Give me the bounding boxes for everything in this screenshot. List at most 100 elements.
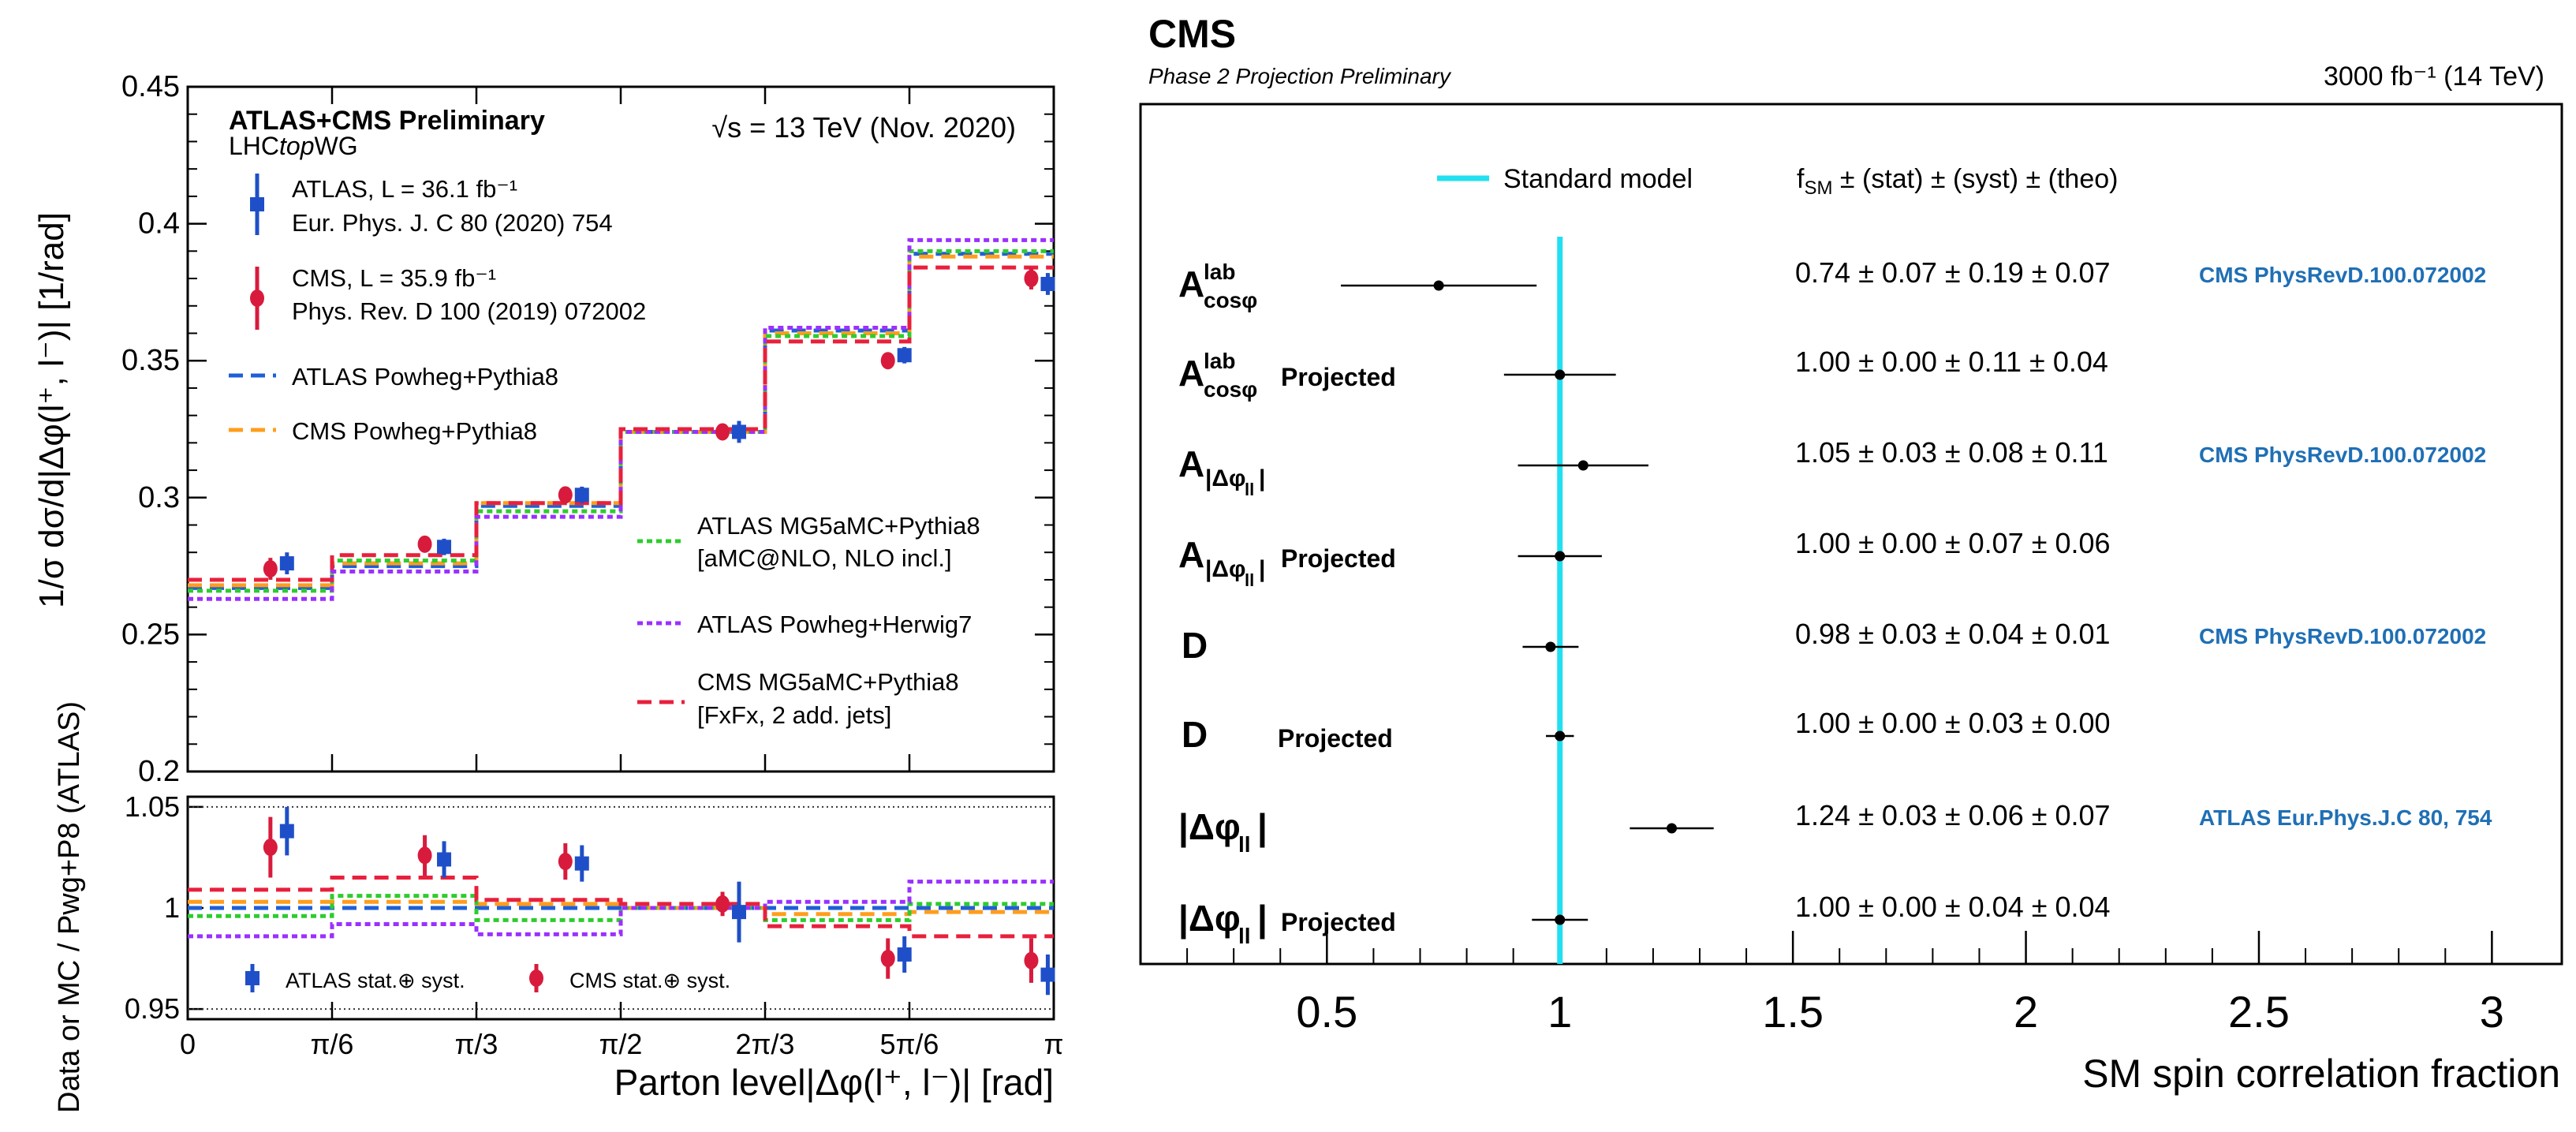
ratio-legend-cms-label: CMS stat.⊕ syst. <box>569 969 730 992</box>
row-projected-tag: Projected <box>1281 544 1396 573</box>
forest-x-tick-label: 2.5 <box>2228 987 2290 1037</box>
forest-x-tick-label: 0.5 <box>1296 987 1357 1037</box>
cms-spin-correlation-chart: CMS Phase 2 Projection Preliminary 3000 fb… <box>1139 12 2563 1096</box>
row-value-text: 1.00 ± 0.00 ± 0.11 ± 0.04 <box>1795 346 2108 378</box>
data-point-marker-circle <box>558 486 573 504</box>
y-tick-label: 0.35 <box>121 344 180 377</box>
row-central-value <box>1555 914 1566 925</box>
obs-main: A <box>1178 443 1204 484</box>
y-tick-label: 0.45 <box>121 70 180 103</box>
ratio-point-marker-circle <box>880 950 895 968</box>
atlas-cms-distribution-chart: 0 π/6 π/3 π/2 2π/3 5π/6 π 0.2 0.25 0.3 0.35 0.4 0.45… <box>32 70 1063 1113</box>
x-tick-label: π/6 <box>311 1028 354 1060</box>
data-point-marker-circle <box>880 352 895 370</box>
row-value-text: 1.00 ± 0.00 ± 0.03 ± 0.00 <box>1795 707 2111 739</box>
y-tick-label: 0.2 <box>138 755 180 788</box>
row-central-value <box>1433 280 1444 291</box>
data-point-marker-square <box>897 348 912 363</box>
lhctopwg-label: LHCtopWG <box>229 132 358 160</box>
y-axis-label: 1/σ dσ/d|Δφ(l⁺, l⁻)| [1/rad] <box>32 212 71 608</box>
ratio-point-marker-square <box>732 905 747 920</box>
data-point-marker-circle <box>263 560 278 578</box>
row-reference: CMS PhysRevD.100.072002 <box>2199 443 2486 467</box>
ratio-step-atlas-powheg-herwig7 <box>188 880 1054 939</box>
x-tick-label: 5π/6 <box>880 1028 939 1060</box>
ratio-point-marker-circle <box>558 853 573 871</box>
ratio-y-tick-label: 1.05 <box>125 790 180 823</box>
row-value-text: 1.00 ± 0.00 ± 0.07 ± 0.06 <box>1795 527 2111 559</box>
legend-cms-mg5-label: CMS MG5aMC+Pythia8 <box>697 668 959 696</box>
row-projected-tag: Projected <box>1281 363 1396 391</box>
ratio-point-marker-square <box>897 947 912 962</box>
obs-main: A <box>1178 263 1204 304</box>
obs-main: D <box>1182 625 1208 666</box>
x-tick-label: 0 <box>180 1028 196 1060</box>
data-point-marker-circle <box>715 423 730 441</box>
ratio-point-marker-square <box>279 824 294 839</box>
row-projected-tag: Projected <box>1278 724 1393 753</box>
legend-standard-model-label: Standard model <box>1503 164 1693 194</box>
legend-atlas-data-label: ATLAS, L = 36.1 fb⁻¹ <box>292 175 517 203</box>
legend-cms-marker <box>250 290 264 307</box>
legend-cms-data-label: CMS, L = 35.9 fb⁻¹ <box>292 264 496 292</box>
obs-close: | <box>1257 898 1267 939</box>
atlas-cms-title: ATLAS+CMS Preliminary <box>229 106 545 136</box>
forest-x-tick-label: 1 <box>1547 987 1572 1037</box>
obs-main: D <box>1182 714 1208 755</box>
row-reference: CMS PhysRevD.100.072002 <box>2199 624 2486 648</box>
y-tick-label: 0.4 <box>138 207 180 241</box>
data-point-marker-circle <box>1024 270 1039 288</box>
row-value-text: 0.98 ± 0.03 ± 0.04 ± 0.01 <box>1795 618 2111 650</box>
ratio-point-marker-circle <box>715 895 730 913</box>
legend-cms-reference: Phys. Rev. D 100 (2019) 072002 <box>292 297 646 325</box>
obs-sub-close: | <box>1259 465 1265 491</box>
row-central-value <box>1545 641 1556 652</box>
obs-sub: |Δφ <box>1205 556 1245 582</box>
obs-sup: lab <box>1204 349 1235 373</box>
ratio-point-marker-circle <box>1024 951 1039 969</box>
ratio-y-tick-label: 0.95 <box>125 992 180 1025</box>
forest-x-axis-label: SM spin correlation fraction <box>2082 1052 2560 1096</box>
data-point-marker-square <box>732 424 747 439</box>
data-point-marker-square <box>279 556 294 571</box>
ratio-legend-atlas-marker <box>245 971 259 985</box>
mc-step-cms-mg5amc-pythia8 <box>188 265 1054 582</box>
legend-atlas-reference: Eur. Phys. J. C 80 (2020) 754 <box>292 209 613 237</box>
obs-subsub: ll <box>1245 480 1254 499</box>
y-tick-label: 0.3 <box>138 481 180 514</box>
obs-close: | <box>1257 806 1267 847</box>
obs-main: A <box>1178 353 1204 394</box>
data-point-marker-square <box>574 488 589 502</box>
row-central-value <box>1555 369 1566 380</box>
row-central-value <box>1667 823 1678 834</box>
column-header: fSM ± (stat) ± (syst) ± (theo) <box>1797 164 2118 199</box>
forest-x-tick-label: 3 <box>2480 987 2504 1037</box>
obs-sub: cosφ <box>1204 377 1257 402</box>
row-reference: CMS PhysRevD.100.072002 <box>2199 263 2486 287</box>
ratio-point-marker-circle <box>263 839 278 857</box>
row-value-text: 0.74 ± 0.07 ± 0.19 ± 0.07 <box>1795 256 2111 289</box>
obs-subsub: ll <box>1245 570 1254 590</box>
legend-atlas-herwig-label: ATLAS Powheg+Herwig7 <box>697 611 972 638</box>
row-value-text: 1.00 ± 0.00 ± 0.04 ± 0.04 <box>1795 891 2111 923</box>
row-observable: D <box>1182 714 1208 755</box>
legend-atlas-powheg-label: ATLAS Powheg+Pythia8 <box>292 363 558 390</box>
legend-atlas-marker <box>250 197 264 211</box>
ratio-point-marker-square <box>574 856 589 871</box>
obs-sub: ll <box>1238 924 1251 948</box>
forest-x-tick-label: 2 <box>2014 987 2038 1037</box>
mc-step-atlas-powheg-herwig7 <box>188 237 1054 601</box>
ratio-point-marker-square <box>437 852 452 867</box>
obs-sub: |Δφ <box>1205 465 1245 491</box>
ratio-point-marker-circle <box>417 846 432 865</box>
ratio-point-marker-square <box>1040 967 1055 982</box>
data-point-marker-square <box>437 540 452 555</box>
row-reference: ATLAS Eur.Phys.J.C 80, 754 <box>2199 805 2492 830</box>
cms-subtitle: Phase 2 Projection Preliminary <box>1148 64 1452 88</box>
ratio-step-cms-mg5amc-pythia8 <box>188 876 1054 939</box>
ratio-y-tick-label: 1 <box>164 891 180 924</box>
legend-atlas-mg5-label: ATLAS MG5aMC+Pythia8 <box>697 512 980 540</box>
